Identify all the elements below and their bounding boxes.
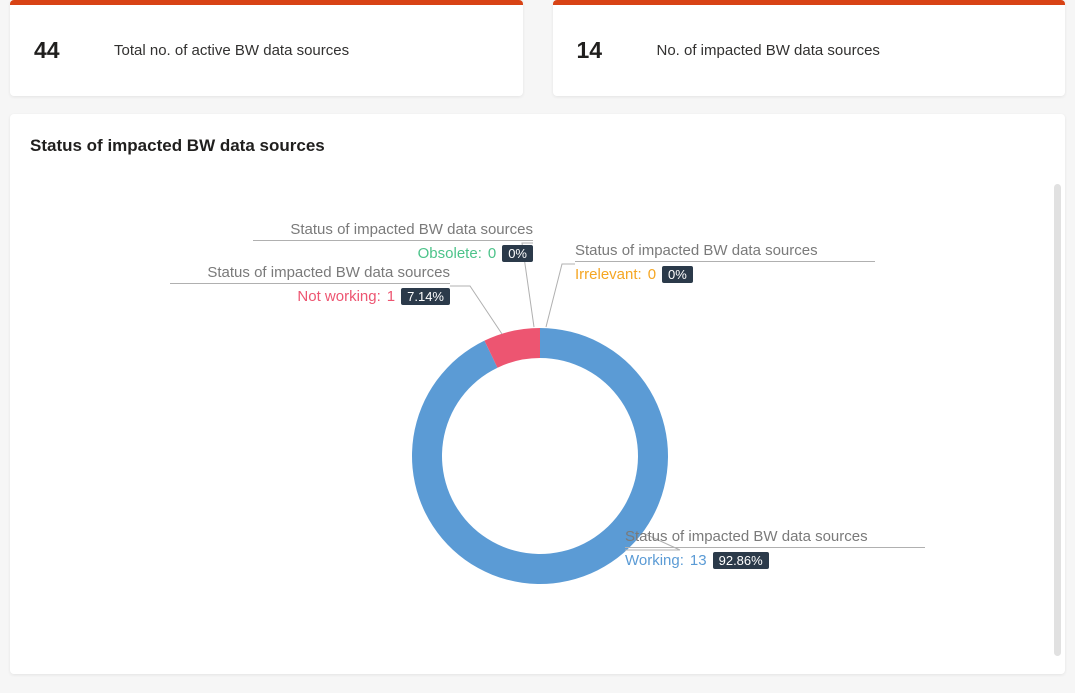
callout-series-title: Status of impacted BW data sources: [170, 264, 450, 284]
callout-pct-irrelevant: 0%: [662, 266, 693, 283]
chart-title: Status of impacted BW data sources: [10, 114, 1065, 166]
callout-value-irrelevant: 0: [648, 266, 656, 283]
callout-series-title: Status of impacted BW data sources: [625, 528, 925, 548]
callout-series-title: Status of impacted BW data sources: [575, 242, 875, 262]
callout-name-working: Working:: [625, 552, 684, 569]
kpi-value-impacted: 14: [577, 37, 617, 64]
callout-not-working: Status of impacted BW data sources Not w…: [170, 264, 450, 305]
callout-value-working: 13: [690, 552, 707, 569]
kpi-card-impacted: 14 No. of impacted BW data sources: [553, 0, 1066, 96]
chart-card-status: Status of impacted BW data sources Statu…: [10, 114, 1065, 674]
chart-scrollbar[interactable]: [1054, 184, 1061, 656]
callout-pct-notworking: 7.14%: [401, 288, 450, 305]
donut-chart: Status of impacted BW data sources Obsol…: [10, 166, 1065, 656]
callout-name-irrelevant: Irrelevant:: [575, 266, 642, 283]
kpi-label-total-active: Total no. of active BW data sources: [114, 42, 349, 59]
kpi-card-total-active: 44 Total no. of active BW data sources: [10, 0, 523, 96]
callout-irrelevant: Status of impacted BW data sources Irrel…: [575, 242, 875, 283]
callout-series-title: Status of impacted BW data sources: [253, 221, 533, 241]
callout-name-notworking: Not working:: [297, 288, 380, 305]
callout-value-notworking: 1: [387, 288, 395, 305]
callout-working: Status of impacted BW data sources Worki…: [625, 528, 925, 569]
callout-pct-obsolete: 0%: [502, 245, 533, 262]
kpi-value-total-active: 44: [34, 37, 74, 64]
callout-obsolete: Status of impacted BW data sources Obsol…: [253, 221, 533, 262]
callout-name-obsolete: Obsolete:: [418, 245, 482, 262]
kpi-label-impacted: No. of impacted BW data sources: [657, 42, 880, 59]
callout-pct-working: 92.86%: [713, 552, 769, 569]
donut-chart-svg: [10, 166, 1065, 656]
callout-value-obsolete: 0: [488, 245, 496, 262]
